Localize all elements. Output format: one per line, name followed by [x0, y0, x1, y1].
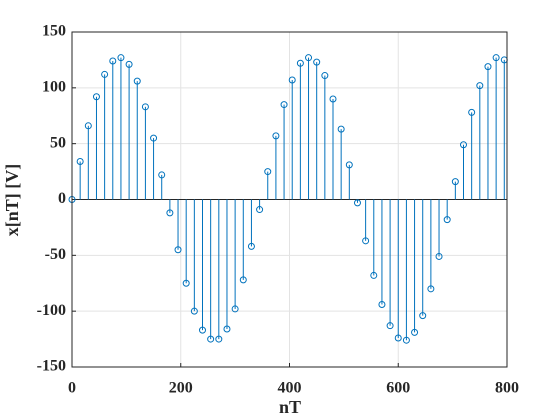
stem-marker	[370, 271, 378, 279]
y-tick-label: -50	[45, 246, 66, 263]
stem-marker	[231, 305, 239, 313]
stem-marker	[158, 171, 166, 179]
y-tick-label: 150	[42, 23, 66, 40]
stem-marker	[443, 216, 451, 224]
y-tick-label: 50	[50, 134, 66, 151]
stem-marker	[133, 77, 141, 85]
stem-marker	[288, 76, 296, 84]
y-tick-label: 100	[42, 79, 66, 96]
stem-marker	[492, 54, 500, 62]
stem-marker	[484, 63, 492, 71]
stem-marker	[280, 101, 288, 109]
stem-marker	[272, 132, 280, 140]
x-tick-label: 400	[278, 380, 302, 397]
stem-marker	[411, 328, 419, 336]
stem-marker	[321, 72, 329, 80]
stem-marker	[166, 209, 174, 217]
stem-marker	[101, 70, 109, 78]
stem-marker	[402, 336, 410, 344]
stem-marker	[419, 312, 427, 320]
stem-marker	[353, 199, 361, 207]
stem-marker	[386, 322, 394, 330]
stem-marker	[239, 276, 247, 284]
stem-marker	[109, 57, 117, 65]
stem-marker	[199, 326, 206, 334]
stem-marker	[305, 54, 313, 62]
x-tick-label: 0	[68, 380, 76, 397]
stem-marker	[435, 252, 443, 260]
stem-marker	[296, 59, 304, 67]
stem-marker	[247, 242, 255, 250]
x-axis-label: nT	[279, 397, 301, 417]
stem-marker	[223, 325, 231, 333]
x-tick-label: 800	[495, 380, 519, 397]
y-tick-label: 0	[58, 190, 66, 207]
stem-marker	[264, 168, 272, 176]
stem-marker	[394, 334, 402, 342]
stem-marker	[150, 134, 158, 142]
stem-marker	[141, 103, 149, 111]
stem-marker	[345, 161, 353, 169]
x-tick-label: 600	[386, 380, 410, 397]
stem-marker	[451, 178, 459, 186]
y-tick-label: -100	[37, 302, 66, 319]
stem-marker	[117, 54, 125, 62]
y-axis-label: x[nT] [V]	[2, 164, 22, 237]
stem-marker	[460, 141, 467, 149]
x-tick-label: 200	[169, 380, 193, 397]
stem-marker	[125, 60, 133, 68]
stem-marker	[190, 307, 198, 315]
stem-marker	[84, 122, 92, 130]
stem-marker	[362, 237, 370, 245]
y-tick-label: -150	[37, 358, 66, 375]
axes-box	[71, 31, 508, 368]
stem-marker	[215, 335, 223, 343]
stem-marker	[337, 125, 345, 133]
stem-marker	[476, 82, 484, 90]
stem-marker	[92, 93, 100, 101]
stem-marker	[313, 58, 321, 66]
stem-marker	[378, 300, 386, 308]
stem-marker	[468, 108, 476, 116]
stem-marker	[76, 158, 84, 166]
stem-marker	[329, 95, 337, 103]
stem-marker	[207, 335, 215, 343]
stem-marker	[174, 246, 182, 254]
stem-marker	[256, 206, 264, 214]
stem-marker	[427, 285, 435, 293]
stem-marker	[182, 279, 190, 287]
